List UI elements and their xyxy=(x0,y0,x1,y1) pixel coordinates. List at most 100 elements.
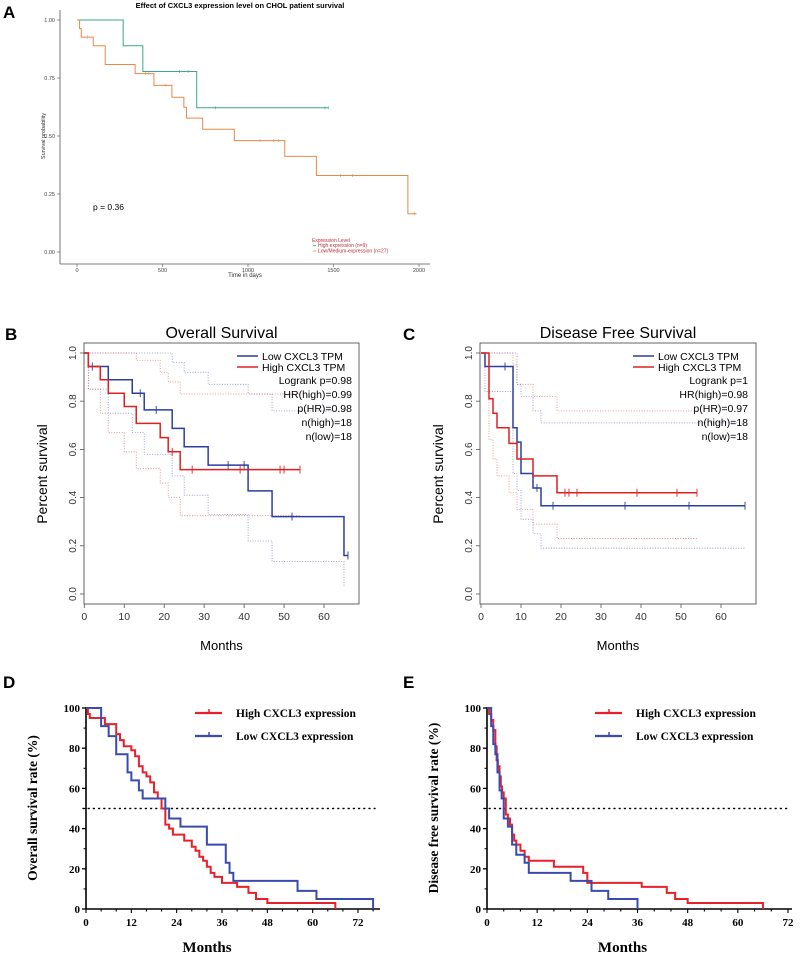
y-tick-label: 100 xyxy=(465,703,482,715)
chart-panel-a: 0.00 0.25 0.50 0.75 1.00 0 500 1000 1500 2000 Effe… xyxy=(41,1,430,279)
y-axis-label: Percent survival xyxy=(430,424,446,524)
x-tick-label: 30 xyxy=(595,611,607,623)
x-tick-label: 36 xyxy=(217,917,229,929)
panel-label: C xyxy=(403,325,415,344)
y-tick-label: 20 xyxy=(470,864,482,876)
confidence-band-lower xyxy=(84,352,345,587)
x-tick-label: 20 xyxy=(555,611,567,623)
x-tick-label: 72 xyxy=(783,917,795,929)
y-tick-label: 0.8 xyxy=(68,394,79,408)
x-tick-label: 10 xyxy=(118,611,130,623)
x-tick-label: 0 xyxy=(478,611,484,623)
x-tick-label: 60 xyxy=(732,917,744,929)
chart-panel-b: 0.0 0.2 0.4 0.6 0.8 1.0 0 10 20 30 40 50 60 Overall S… xyxy=(34,325,360,653)
legend-label: High CXCL3 TPM xyxy=(658,362,741,374)
x-tick-label: 48 xyxy=(682,917,694,929)
x-tick-label: 40 xyxy=(238,611,250,623)
stat-label: HR(high)=0.98 xyxy=(679,389,748,401)
panel-label: B xyxy=(5,325,17,344)
x-tick-label: 24 xyxy=(582,917,594,929)
stat-label: p(HR)=0.97 xyxy=(693,403,748,415)
x-tick-label: 36 xyxy=(632,917,644,929)
x-axis-label: Time in days xyxy=(228,273,262,279)
x-tick-label: 500 xyxy=(158,268,167,274)
x-tick-label: 72 xyxy=(353,917,365,929)
stat-label: p(HR)=0.98 xyxy=(297,403,352,415)
x-tick-label: 10 xyxy=(515,611,527,623)
stat-label: n(low)=18 xyxy=(306,431,353,443)
chart-title: Overall Survival xyxy=(165,325,277,342)
y-tick-label: 20 xyxy=(69,864,81,876)
y-axis-label: Survival probability xyxy=(41,113,47,159)
y-tick-label: 0.0 xyxy=(68,587,79,601)
confidence-band-lower xyxy=(481,352,697,539)
x-tick-label: 20 xyxy=(158,611,170,623)
confidence-band-lower xyxy=(84,352,301,517)
x-tick-label: 48 xyxy=(262,917,274,929)
y-tick-label: 0 xyxy=(476,904,482,916)
x-tick-label: 50 xyxy=(675,611,687,623)
y-tick-label: 0.4 xyxy=(68,490,79,504)
x-tick-label: 0 xyxy=(75,268,78,274)
survival-curve xyxy=(487,707,639,909)
x-tick-label: 60 xyxy=(318,611,330,623)
x-axis-label: Months xyxy=(597,638,640,653)
stat-label: Logrank p=1 xyxy=(689,375,748,387)
survival-curve xyxy=(481,352,697,494)
y-axis-label: Disease free survival rate (%) xyxy=(426,723,441,894)
plot-frame xyxy=(479,342,757,605)
stat-label: n(high)=18 xyxy=(698,417,749,429)
legend-label: High CXCL3 expression xyxy=(236,708,357,720)
x-tick-label: 1500 xyxy=(327,268,339,274)
x-tick-label: 1000 xyxy=(242,268,254,274)
y-tick-label: 0.8 xyxy=(464,394,475,408)
y-tick-label: 1.0 xyxy=(464,346,475,360)
legend-label: Low CXCL3 expression xyxy=(636,731,754,743)
chart-panel-e: 0 20 40 60 80 100 0 12 24 36 48 60 72 Months Disease f… xyxy=(426,703,794,956)
legend-label: Low/Medium-expression (n=27) xyxy=(318,249,389,255)
y-tick-label: 0.75 xyxy=(44,76,55,82)
y-tick-label: 0.0 xyxy=(464,587,475,601)
y-tick-label: 0.50 xyxy=(44,134,55,140)
survival-curve xyxy=(84,352,301,471)
legend-label: High CXCL3 expression xyxy=(636,708,757,720)
legend-label: Low CXCL3 TPM xyxy=(658,351,739,363)
y-tick-label: 80 xyxy=(69,743,81,755)
x-tick-label: 40 xyxy=(635,611,647,623)
y-tick-label: 80 xyxy=(470,743,482,755)
survival-curve xyxy=(86,707,337,909)
y-tick-label: 60 xyxy=(69,783,81,795)
y-tick-label: 1.00 xyxy=(44,18,55,24)
chart-panel-d: 0 20 40 60 80 100 0 12 24 36 48 60 72 Months Overall s… xyxy=(25,703,380,956)
x-tick-label: 2000 xyxy=(413,268,425,274)
y-tick-label: 0.6 xyxy=(464,442,475,456)
confidence-band-upper xyxy=(481,352,745,424)
x-tick-label: 12 xyxy=(532,917,544,929)
y-tick-label: 0.25 xyxy=(44,192,55,198)
y-tick-label: 0.4 xyxy=(464,490,475,504)
y-tick-label: 40 xyxy=(69,824,81,836)
legend-title: Expression Level xyxy=(312,238,350,244)
stat-label: n(low)=18 xyxy=(702,431,749,443)
y-tick-label: 100 xyxy=(64,703,81,715)
y-tick-label: 40 xyxy=(470,824,482,836)
legend-label: High expression (n=9) xyxy=(318,243,367,249)
x-tick-label: 24 xyxy=(171,917,183,929)
y-tick-label: 0.2 xyxy=(68,538,79,552)
chart-title: Disease Free Survival xyxy=(540,325,697,342)
x-tick-label: 60 xyxy=(715,611,727,623)
y-tick-label: 0 xyxy=(75,904,81,916)
y-axis-label: Percent survival xyxy=(34,424,50,524)
x-axis-label: Months xyxy=(182,940,231,956)
panel-label: D xyxy=(3,673,15,692)
y-tick-label: 0.2 xyxy=(464,538,475,552)
panel-label: E xyxy=(403,673,414,692)
x-tick-label: 50 xyxy=(278,611,290,623)
chart-title: Effect of CXCL3 expression level on CHOL… xyxy=(136,1,345,10)
legend-label: Low CXCL3 expression xyxy=(236,731,354,743)
y-tick-label: 60 xyxy=(470,783,482,795)
survival-curve xyxy=(84,352,348,557)
x-axis-label: Months xyxy=(200,638,243,653)
x-tick-label: 0 xyxy=(83,917,89,929)
